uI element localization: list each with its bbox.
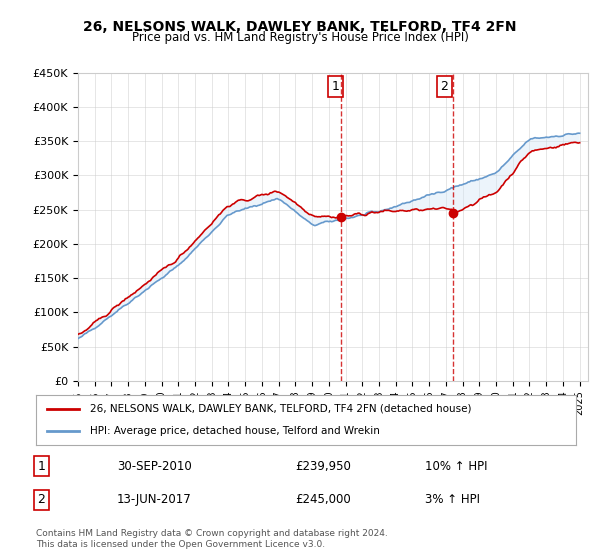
- Text: 2: 2: [37, 493, 46, 506]
- Text: 30-SEP-2010: 30-SEP-2010: [117, 460, 192, 473]
- Text: 2: 2: [440, 80, 448, 93]
- Text: 13-JUN-2017: 13-JUN-2017: [117, 493, 192, 506]
- Text: Contains HM Land Registry data © Crown copyright and database right 2024.
This d: Contains HM Land Registry data © Crown c…: [36, 529, 388, 549]
- Text: £245,000: £245,000: [295, 493, 351, 506]
- Text: 10% ↑ HPI: 10% ↑ HPI: [425, 460, 487, 473]
- Text: 3% ↑ HPI: 3% ↑ HPI: [425, 493, 480, 506]
- Text: 1: 1: [332, 80, 340, 93]
- Text: £239,950: £239,950: [295, 460, 351, 473]
- Text: 26, NELSONS WALK, DAWLEY BANK, TELFORD, TF4 2FN (detached house): 26, NELSONS WALK, DAWLEY BANK, TELFORD, …: [90, 404, 472, 414]
- Text: HPI: Average price, detached house, Telford and Wrekin: HPI: Average price, detached house, Telf…: [90, 426, 380, 436]
- Text: 26, NELSONS WALK, DAWLEY BANK, TELFORD, TF4 2FN: 26, NELSONS WALK, DAWLEY BANK, TELFORD, …: [83, 20, 517, 34]
- Text: 1: 1: [37, 460, 46, 473]
- Text: Price paid vs. HM Land Registry's House Price Index (HPI): Price paid vs. HM Land Registry's House …: [131, 31, 469, 44]
